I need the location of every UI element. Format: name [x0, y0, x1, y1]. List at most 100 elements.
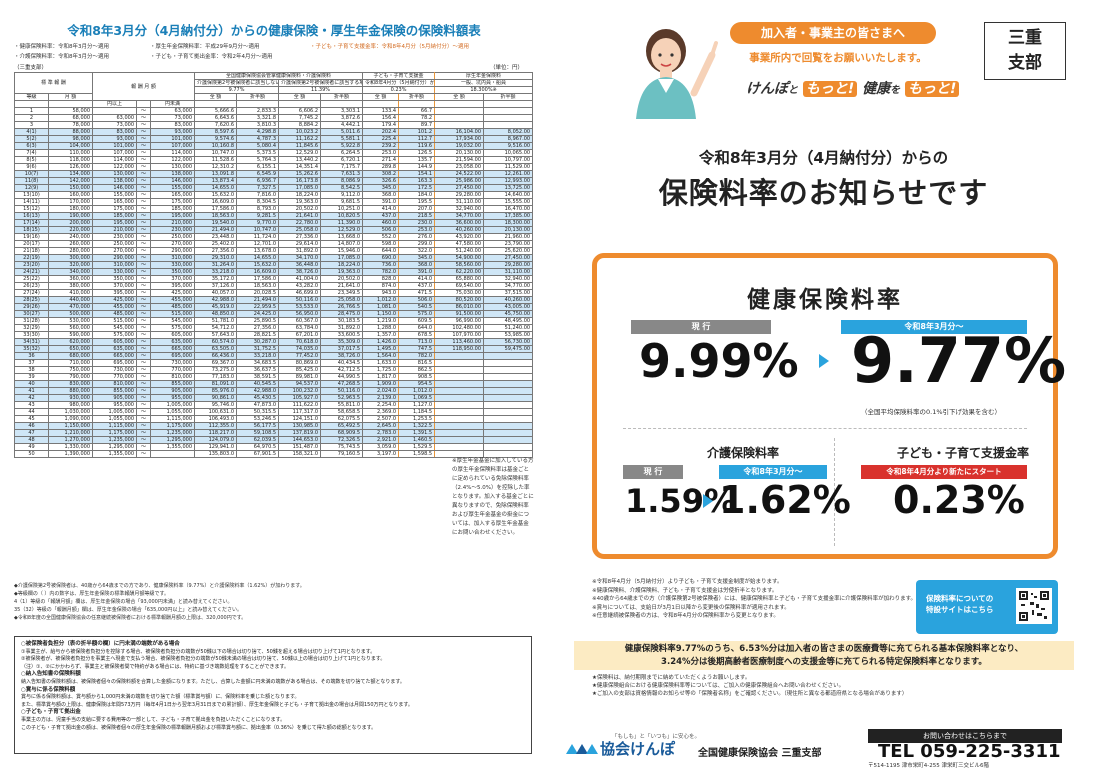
- table-cell: 1,495.0: [362, 345, 400, 353]
- table-cell: 1,012.0: [398, 387, 436, 395]
- table-cell: 66.7: [398, 107, 436, 115]
- table-row: 48 1,270,000 1,235,000 ～ 1,295,000 124,079.0 6…: [14, 436, 534, 444]
- table-cell: 31,892.0: [278, 247, 322, 255]
- box-text: また、標準賞与額の上限は、健康保険は年間573万円（毎年4月1日から翌年3月31…: [21, 701, 413, 708]
- table-row: 12(9) 150,000 146,000 ～ 155,000 14,655.0 7,327…: [14, 184, 534, 192]
- table-cell: 24,425.0: [236, 310, 280, 318]
- table-cell: [483, 429, 534, 437]
- table-cell: 1,322.5: [398, 422, 436, 430]
- calculation-notes-box: ○被保険者負担分（表の折半額の欄）に円未満の端数がある場合 ①事業主が、給与から…: [14, 636, 532, 754]
- table-cell: 34,683.5: [236, 359, 280, 367]
- rate-note: ※令和8年4月分（5月納付分）より子ども・子育て支援金制度が始まります。: [592, 579, 783, 585]
- table-cell: 29(26): [14, 303, 49, 311]
- table-cell: [483, 450, 534, 458]
- table-cell: 240,000: [48, 233, 93, 241]
- box-heading: ○納入告知書の保険料額: [21, 671, 81, 678]
- table-cell: 9(6): [14, 163, 49, 171]
- table-cell: 1,150.0: [362, 310, 400, 318]
- table-cell: 7,175.7: [320, 163, 364, 171]
- table-cell: 63,505.0: [194, 345, 238, 353]
- table-cell: 9,681.5: [320, 198, 364, 206]
- table-cell: 5(2): [14, 135, 49, 143]
- kyokai-logo-icon: [566, 744, 598, 754]
- table-cell: 101,000: [149, 135, 196, 143]
- table-cell: 19,363.0: [320, 268, 364, 276]
- table-cell: 110,000: [48, 149, 93, 157]
- table-row: 14(11) 170,000 165,000 ～ 175,000 16,609.0 8,30…: [14, 198, 534, 206]
- table-cell: 11,724.0: [236, 233, 280, 241]
- table-cell: 80,520.00: [434, 296, 485, 304]
- table-row: 6(3) 104,000 101,000 ～ 107,000 10,160.8 5,080.…: [14, 142, 534, 150]
- table-cell: 905,000: [92, 394, 137, 402]
- table-cell: 138,000: [92, 177, 137, 185]
- table-cell: 106,493.0: [194, 415, 238, 423]
- table-cell: 4,298.8: [236, 128, 280, 136]
- table-cell: 905,000: [149, 387, 196, 395]
- col-zen-3: 全 額: [362, 93, 400, 101]
- table-cell: 300,000: [48, 254, 93, 262]
- table-cell: 3,321.8: [236, 114, 280, 122]
- table-cell: 207.0: [398, 205, 436, 213]
- qr-text-2: 特設サイトはこちら: [926, 605, 994, 614]
- table-cell: 51,240.00: [434, 247, 485, 255]
- header-hyojun: 標 準 報 酬: [14, 72, 93, 94]
- table-cell: 65,880.00: [434, 275, 485, 283]
- table-cell: 12,701.0: [236, 240, 280, 248]
- table-cell: [483, 415, 534, 423]
- table-cell: 345.0: [398, 254, 436, 262]
- table-cell: 943.0: [362, 289, 400, 297]
- rate-note: ※40歳から64歳までの方（介護保険第2号被保険者）には、健康保険料率と子ども・…: [592, 596, 917, 603]
- table-cell: ～: [136, 289, 151, 297]
- table-cell: 790,000: [48, 373, 93, 381]
- table-cell: 179.4: [362, 121, 400, 129]
- table-cell: 34,770.00: [434, 212, 485, 220]
- table-cell: 102,480.00: [434, 324, 485, 332]
- table-cell: 12,993.00: [483, 177, 534, 185]
- table-cell: 40: [14, 380, 49, 388]
- flyer-page: 加入者・事業主の皆さまへ 事業所内で回覧をお願いいたします。 三重 支部 けんぽ…: [548, 0, 1099, 774]
- kodomo-start-label: 令和8年4月分より新たにスタート: [861, 465, 1027, 479]
- table-cell: 170,000: [48, 198, 93, 206]
- table-cell: ～: [136, 408, 151, 416]
- table-cell: 57,643.0: [194, 331, 238, 339]
- table-cell: 6,720.1: [320, 156, 364, 164]
- table-cell: ～: [136, 226, 151, 234]
- table-cell: 368.0: [398, 261, 436, 269]
- table-cell: ～: [136, 121, 151, 129]
- table-cell: 14(11): [14, 198, 49, 206]
- table-cell: 6,264.5: [320, 149, 364, 157]
- table-cell: [483, 373, 534, 381]
- table-cell: 30,287.0: [236, 338, 280, 346]
- kodomo-rate: 0.23%: [893, 478, 1025, 522]
- table-cell: [483, 114, 534, 122]
- table-cell: [483, 121, 534, 129]
- box-text: この子ども・子育て拠出金の額は、被保険者個々の厚生年金保険の標準報酬月額および標…: [21, 724, 377, 731]
- table-row: 11(8) 142,000 138,000 ～ 146,000 13,873.4 6,936…: [14, 177, 534, 185]
- table-cell: 49: [14, 443, 49, 451]
- col-zen-4: 全 額: [434, 93, 485, 101]
- special-site-link[interactable]: 保険料率についての 特設サイトはこちら: [916, 580, 1058, 634]
- table-cell: 31,110.00: [434, 198, 485, 206]
- table-cell: 736.0: [362, 261, 400, 269]
- table-cell: [434, 107, 485, 115]
- table-cell: 1,184.5: [398, 408, 436, 416]
- table-cell: ～: [136, 149, 151, 157]
- table-cell: 7,631.3: [320, 170, 364, 178]
- phone-number[interactable]: TEL 059-225-3311: [878, 741, 1061, 762]
- table-cell: 77,183.0: [194, 373, 238, 381]
- table-cell: 137,819.0: [278, 429, 322, 437]
- bottom-notes: ★保険料は、納付期限までに納めていただくようお願いします。 ★健康保険組合におけ…: [592, 674, 1072, 698]
- table-cell: 160,000: [48, 191, 93, 199]
- table-cell: 1,235,000: [92, 436, 137, 444]
- table-cell: 58,000: [48, 107, 93, 115]
- table-cell: 25,058.0: [320, 296, 364, 304]
- kyokai-logo-text: 協会けんぽ: [600, 740, 676, 758]
- table-cell: 10,065.00: [483, 149, 534, 157]
- table-cell: 53,985.00: [483, 331, 534, 339]
- table-cell: ～: [136, 198, 151, 206]
- qr-code-icon[interactable]: [1016, 588, 1052, 624]
- table-cell: ～: [136, 142, 151, 150]
- table-cell: 320,000: [48, 261, 93, 269]
- table-cell: 20,130.00: [434, 149, 485, 157]
- table-row: 45 1,090,000 1,055,000 ～ 1,115,000 106,493.0 5…: [14, 415, 534, 423]
